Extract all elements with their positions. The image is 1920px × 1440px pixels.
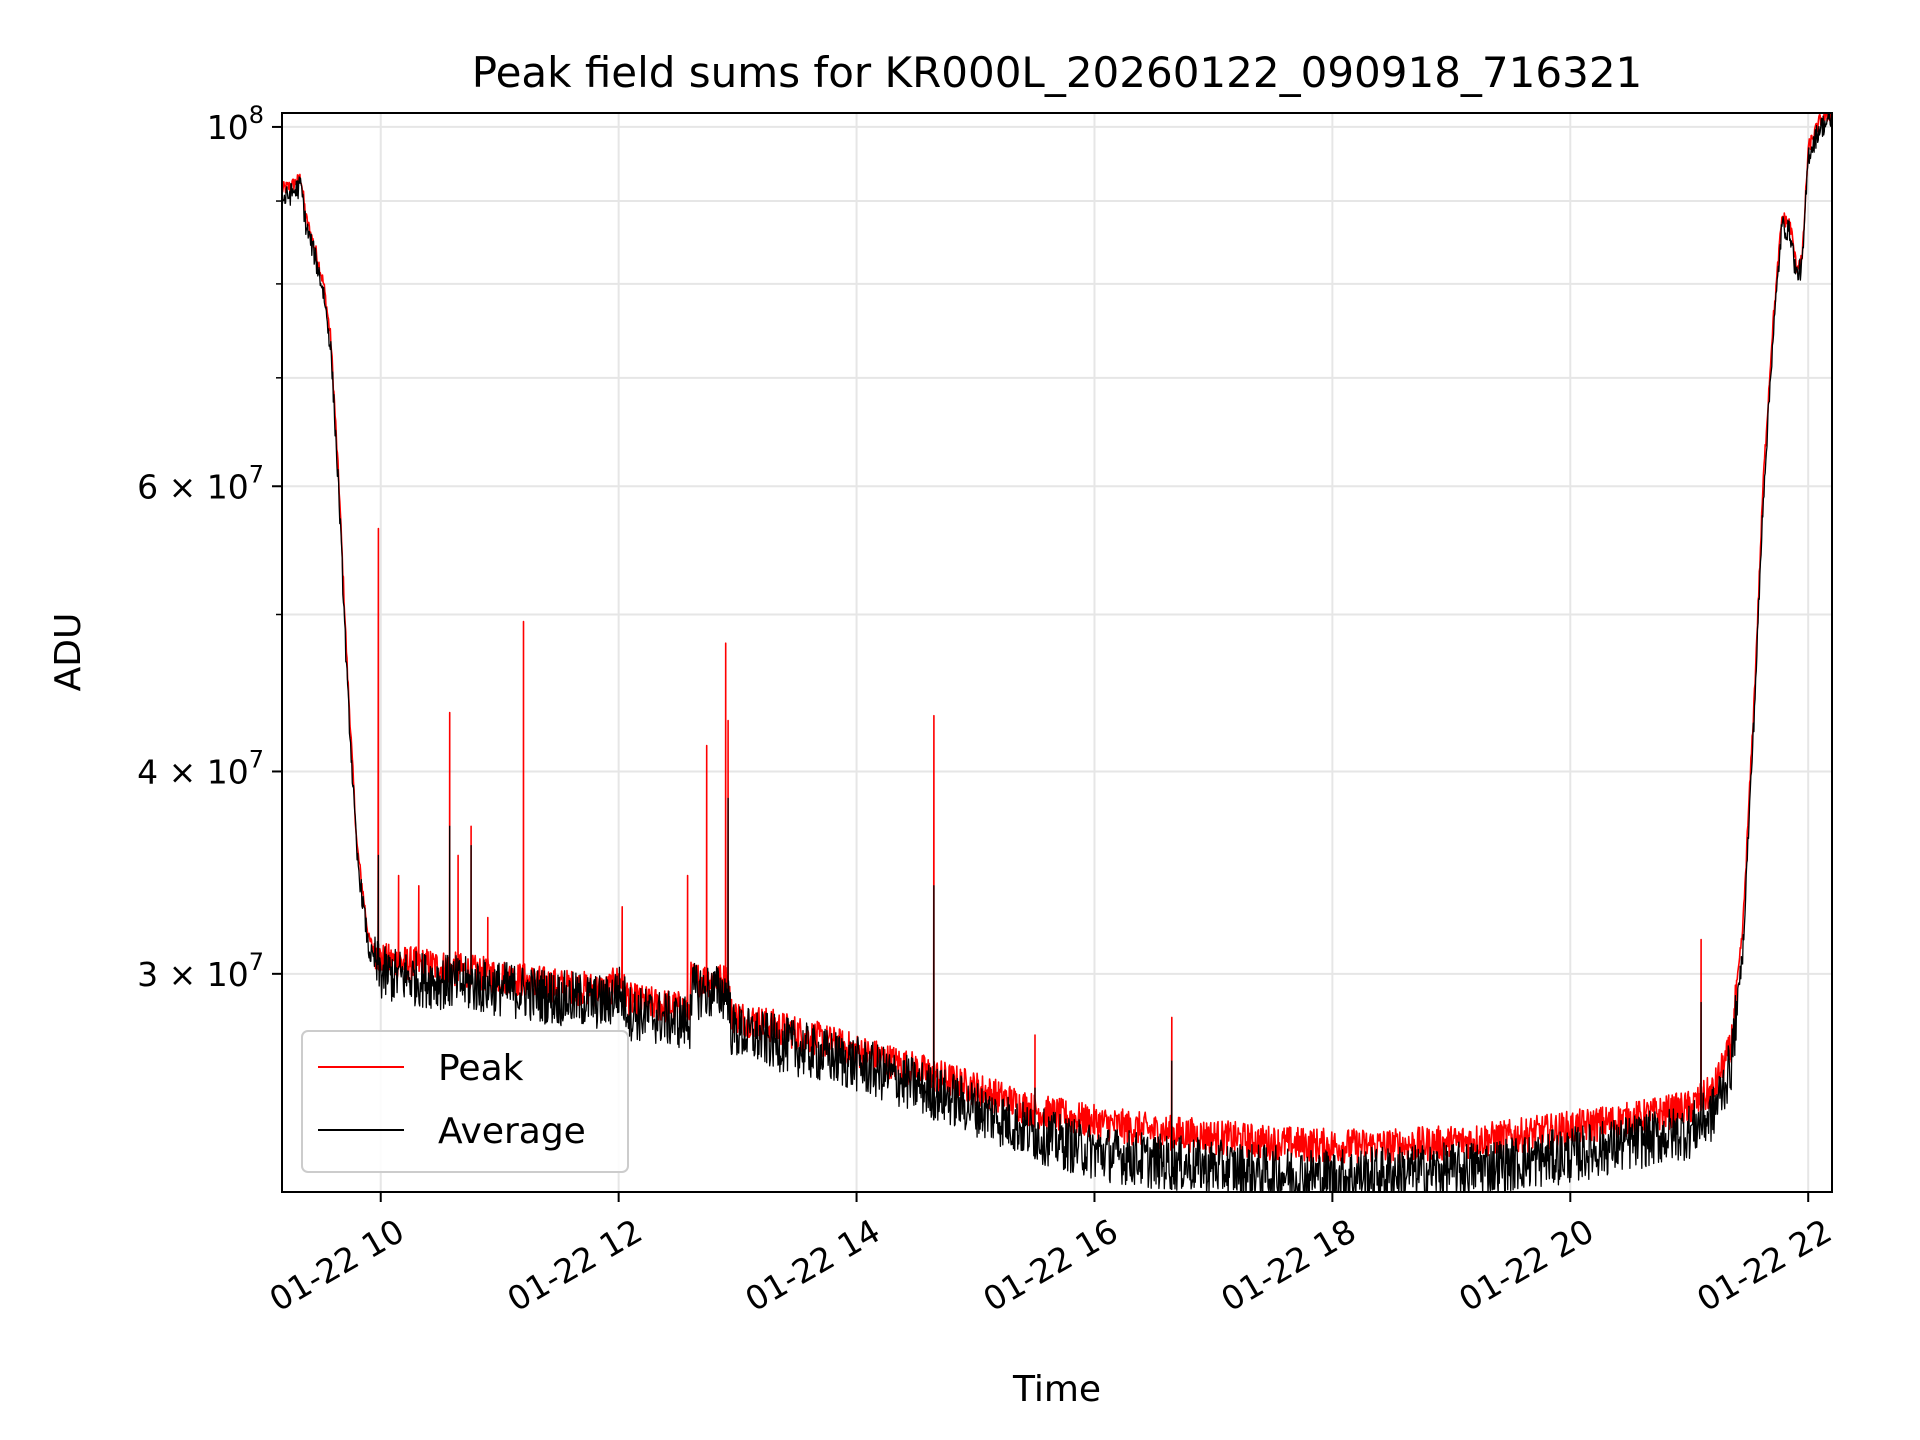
legend-label-average: Average — [438, 1111, 586, 1152]
y-tick-label: 108 — [207, 101, 264, 147]
y-axis-label: ADU — [48, 613, 89, 692]
legend-label-peak: Peak — [438, 1048, 524, 1089]
y-tick-label: 4 × 107 — [137, 745, 264, 791]
y-tick-label: 3 × 107 — [137, 948, 264, 994]
x-axis-label: Time — [1012, 1369, 1101, 1410]
plot-frame — [281, 112, 1833, 1193]
series-line-average — [282, 113, 1832, 1192]
series-layer — [282, 113, 1832, 1192]
y-tick-label: 6 × 107 — [137, 460, 264, 506]
legend: Peak Average — [301, 1030, 629, 1173]
chart-title: Peak field sums for KR000L_20260122_0909… — [472, 48, 1643, 97]
